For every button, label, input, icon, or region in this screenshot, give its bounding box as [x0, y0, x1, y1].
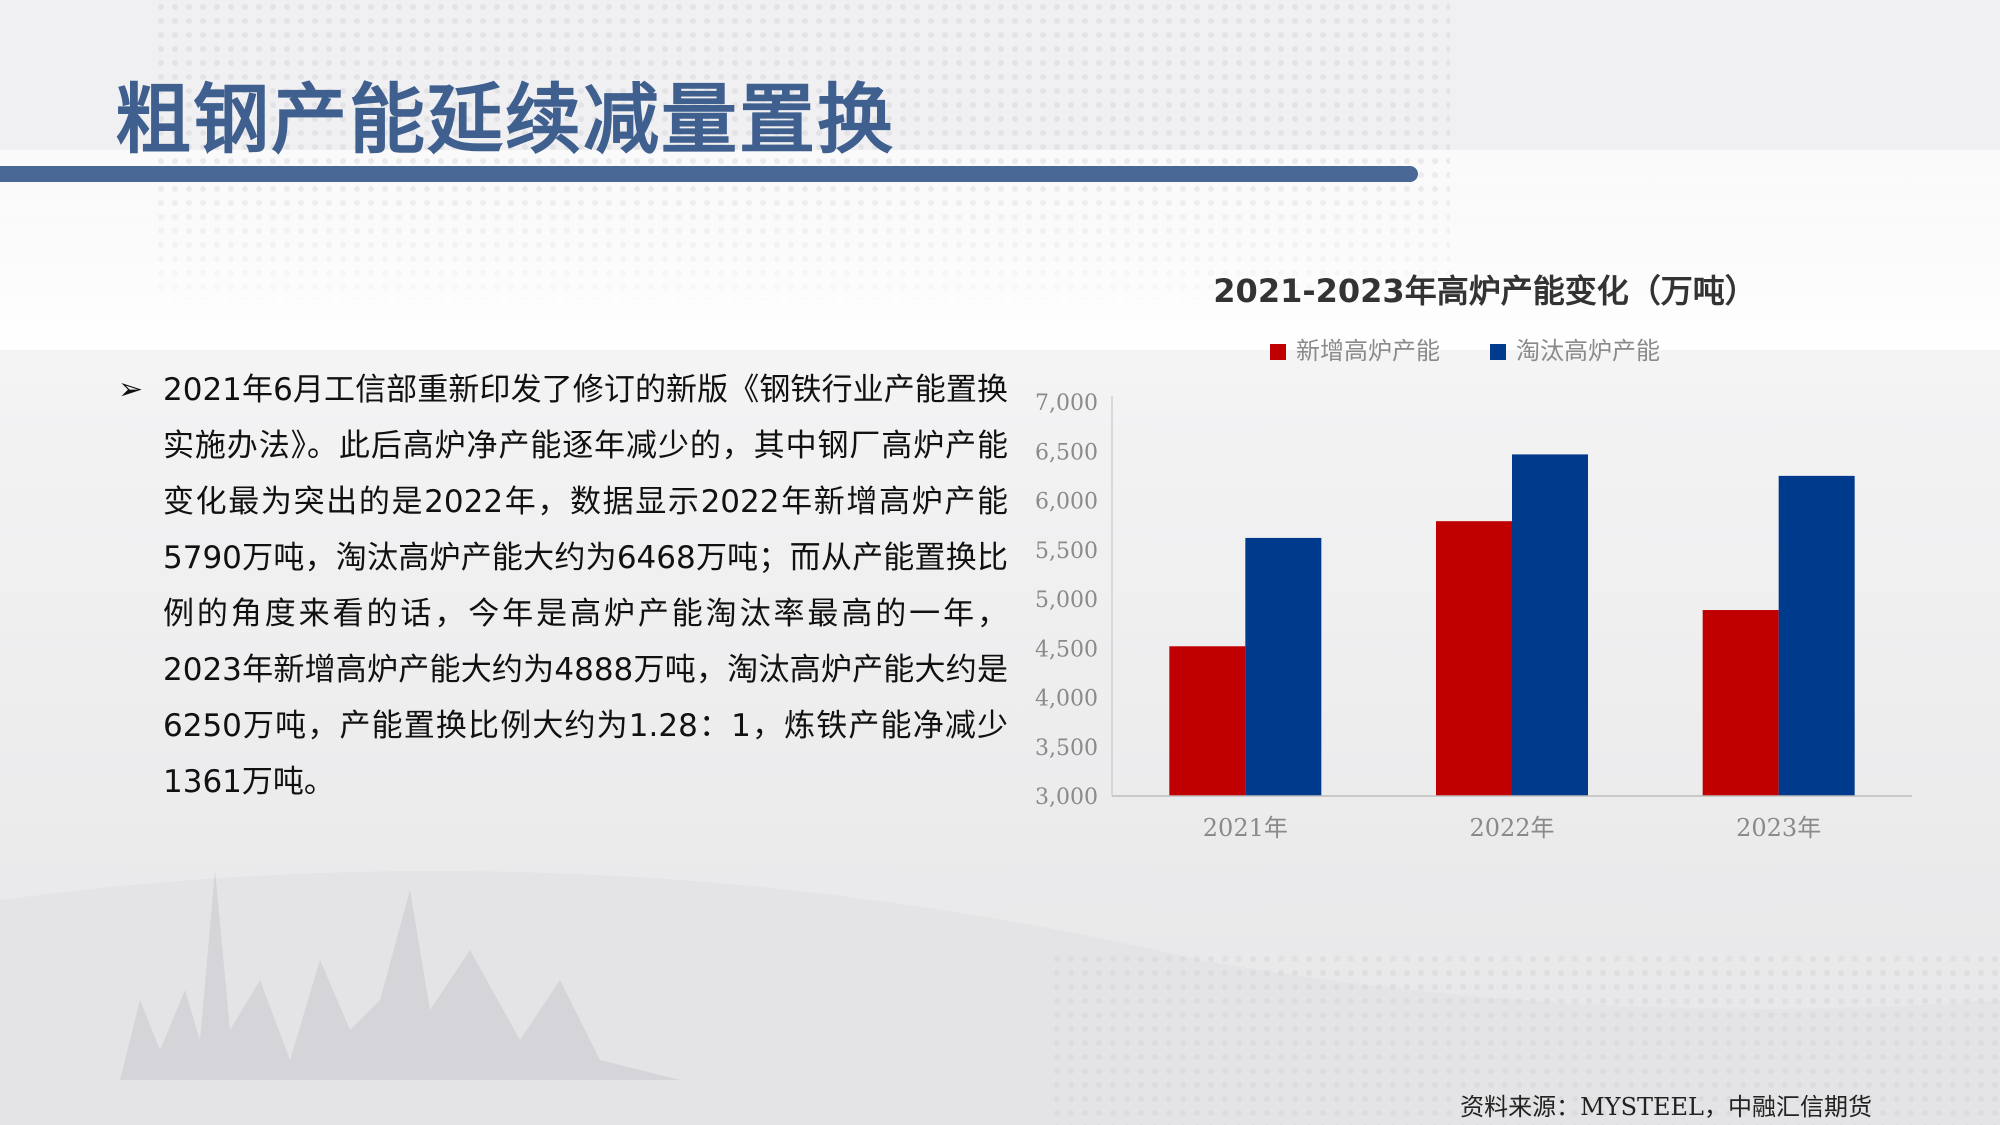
legend-label-1: 新增高炉产能 [1296, 337, 1440, 365]
y-tick-label: 3,500 [1035, 736, 1098, 761]
legend-swatch-2 [1490, 344, 1506, 360]
page-title: 粗钢产能延续减量置换 [115, 75, 895, 164]
x-tick-label: 2023年 [1736, 814, 1821, 842]
title-underline [0, 166, 1418, 182]
y-tick-label: 4,500 [1035, 637, 1098, 662]
bar-removed-2 [1512, 454, 1588, 796]
x-axis: 2021年 2022年 2023年 [1112, 795, 1912, 842]
legend-swatch-1 [1270, 344, 1286, 360]
bar-new-3 [1702, 610, 1779, 796]
arrow-bullet-icon: ➢ [118, 372, 144, 407]
chart-title: 2021-2023年高炉产能变化（万吨） [1213, 272, 1756, 310]
bars [1169, 454, 1855, 796]
y-tick-label: 6,500 [1035, 440, 1098, 465]
legend-label-2: 淘汰高炉产能 [1516, 337, 1660, 365]
paragraph-text: 2021年6月工信部重新印发了修订的新版《钢铁行业产能置换实施办法》。此后高炉净… [163, 372, 1008, 800]
y-tick-label: 5,000 [1035, 588, 1098, 613]
bar-removed-3 [1778, 475, 1855, 796]
bullet-paragraph: ➢ 2021年6月工信部重新印发了修订的新版《钢铁行业产能置换实施办法》。此后高… [118, 362, 1008, 810]
source-note: 资料来源：MYSTEEL，中融汇信期货 [1460, 1093, 1872, 1121]
y-tick-label: 4,000 [1035, 687, 1098, 712]
y-tick-label: 3,000 [1035, 785, 1098, 810]
y-tick-label: 7,000 [1035, 391, 1098, 416]
bar-new-2 [1436, 521, 1512, 796]
chart-legend: 新增高炉产能 淘汰高炉产能 [1270, 337, 1660, 365]
y-tick-label: 5,500 [1035, 539, 1098, 564]
x-tick-label: 2021年 [1203, 814, 1288, 842]
bar-new-1 [1169, 646, 1246, 796]
bar-chart: 2021-2023年高炉产能变化（万吨） 新增高炉产能 淘汰高炉产能 3,000 3… [1020, 260, 1960, 860]
bar-removed-1 [1245, 537, 1322, 796]
y-axis: 3,000 3,500 4,000 4,500 5,000 5,500 6,000 6,500… [1035, 391, 1113, 810]
chart-svg: 2021-2023年高炉产能变化（万吨） 新增高炉产能 淘汰高炉产能 3,0003… [1035, 272, 1912, 842]
x-tick-label: 2022年 [1469, 814, 1554, 842]
y-tick-label: 6,000 [1035, 490, 1098, 515]
